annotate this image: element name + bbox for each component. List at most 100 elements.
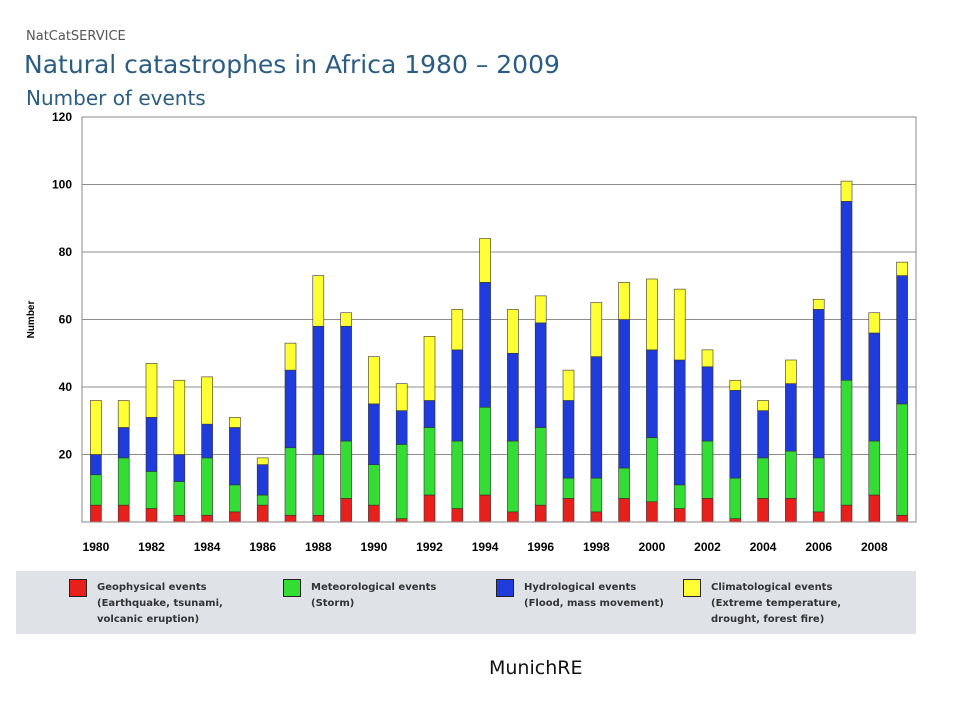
bar-segment [840, 379, 853, 506]
bar-segment [173, 514, 186, 523]
bar-segment [173, 481, 186, 516]
bar-segment [256, 494, 269, 506]
legend-swatch-climatological [683, 579, 701, 597]
bar-segment [868, 312, 881, 334]
bar-segment [618, 467, 630, 499]
bar-segment [785, 450, 797, 499]
bar-segment [618, 498, 630, 523]
bar-segment [757, 410, 769, 459]
bar-segment [896, 514, 908, 523]
y-tick-label: 120 [52, 110, 72, 124]
bar-segment [423, 494, 436, 523]
y-tick-label: 60 [59, 313, 73, 327]
bar-segment [896, 275, 908, 405]
bar-segment [590, 356, 603, 479]
bar-segment [312, 454, 325, 516]
bar-series [90, 180, 908, 523]
x-tick-label: 1998 [583, 540, 610, 554]
bar-segment [117, 504, 130, 523]
bar-segment [562, 400, 575, 479]
legend-meteorological-line2: (Storm) [311, 598, 355, 609]
bar-segment [117, 427, 130, 459]
bar-segment [201, 423, 213, 459]
bar-segment [479, 282, 491, 408]
bar-segment [534, 322, 547, 428]
plot-frame [81, 116, 917, 523]
bar-segment [785, 359, 797, 384]
bar-segment [284, 447, 297, 516]
bar-segment [201, 457, 213, 516]
bar-segment [701, 498, 714, 523]
bar-segment [507, 511, 519, 523]
bar-segment [395, 410, 408, 445]
x-axis-ticks: 1980 1982 1984 1986 1988 1990 1992 1994 1996 1998… [83, 540, 888, 554]
bar-segment [868, 440, 881, 496]
bar-segment [173, 454, 186, 482]
x-tick-label: 2008 [861, 540, 888, 554]
bar-segment [562, 498, 575, 523]
bar-segment [423, 400, 436, 428]
bar-segment [507, 440, 519, 513]
bar-segment [729, 518, 742, 523]
gridlines [82, 184, 916, 455]
bar-segment [590, 302, 603, 357]
bar-segment [785, 383, 797, 452]
bar-segment [117, 400, 130, 428]
x-tick-label: 1996 [527, 540, 554, 554]
y-tick-label: 40 [59, 380, 73, 394]
bar-segment [673, 288, 686, 361]
legend-geophysical-line1: Geophysical events [97, 582, 207, 593]
bar-segment [451, 309, 464, 351]
bar-segment [812, 511, 825, 523]
x-tick-label: 1980 [83, 540, 110, 554]
bar-segment [562, 477, 575, 499]
x-tick-label: 1990 [361, 540, 388, 554]
bar-segment [117, 457, 130, 506]
munichre-logo: MunichRE [489, 657, 583, 679]
bar-segment [729, 477, 742, 519]
bar-segment [757, 457, 769, 499]
bar-segment [812, 309, 825, 459]
chart-subtitle: Number of events [26, 86, 206, 110]
bar-segment [646, 278, 658, 351]
bar-segment [673, 359, 686, 486]
chart-title: Natural catastrophes in Africa 1980 – 20… [24, 50, 560, 79]
bar-segment [312, 325, 325, 455]
bar-segment [312, 275, 325, 327]
bar-segment [145, 471, 158, 509]
bar-segment [173, 379, 186, 455]
bar-segment [340, 325, 352, 442]
bar-segment [479, 406, 491, 496]
bar-segment [534, 427, 547, 506]
bar-segment [229, 484, 241, 513]
bar-segment [340, 440, 352, 499]
bar-segment [90, 504, 102, 523]
bar-segment [479, 494, 491, 523]
bar-segment [256, 464, 269, 496]
x-tick-label: 1986 [249, 540, 276, 554]
bar-segment [340, 498, 352, 523]
bar-segment [701, 349, 714, 368]
legend-climatological-line2: (Extreme temperature, [711, 598, 842, 609]
bar-segment [507, 352, 519, 442]
bar-segment [451, 508, 464, 523]
bar-segment [312, 514, 325, 523]
bar-segment [868, 332, 881, 442]
bar-segment [840, 201, 853, 381]
x-tick-label: 2004 [750, 540, 777, 554]
bar-segment [729, 379, 742, 391]
bar-segment [590, 477, 603, 513]
legend-climatological-line1: Climatological events [711, 582, 833, 593]
bar-segment [785, 498, 797, 523]
y-axis-label: Number [26, 301, 37, 339]
bar-segment [423, 427, 436, 496]
bar-segment [534, 295, 547, 324]
x-tick-label: 1982 [138, 540, 165, 554]
bar-segment [395, 383, 408, 411]
bar-segment [812, 298, 825, 310]
x-tick-label: 1988 [305, 540, 332, 554]
y-tick-label: 80 [59, 245, 73, 259]
legend-hydrological-line2: (Flood, mass movement) [524, 598, 664, 609]
legend-hydrological-line1: Hydrological events [524, 582, 637, 593]
bar-segment [284, 514, 297, 523]
